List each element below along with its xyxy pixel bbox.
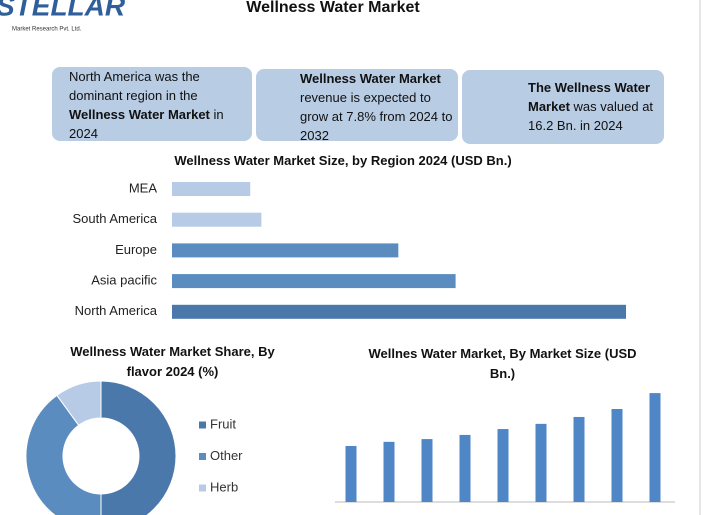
bar	[611, 409, 623, 502]
logo-tagline: Market Research Pvt. Ltd.	[12, 27, 82, 33]
info-card: Wellness Water Market revenue is expecte…	[256, 69, 458, 143]
bar	[649, 393, 661, 502]
bar	[535, 423, 547, 502]
legend-label: Other	[210, 448, 243, 463]
bar	[172, 212, 262, 227]
info-card: North America was the dominant region in…	[52, 67, 252, 141]
card-text-bold: Wellness Water Market	[69, 107, 210, 122]
y-tick-label: North America	[75, 303, 158, 318]
bar	[172, 304, 627, 319]
y-tick-label: Europe	[115, 242, 157, 257]
card-text-bold: The Wellness Water Market	[528, 80, 651, 114]
card-text: in 2024	[69, 107, 224, 141]
donut-slice	[56, 380, 102, 426]
bar	[421, 439, 433, 502]
y-tick-label: MEA	[129, 180, 158, 195]
donut-slice	[25, 394, 102, 515]
donut-slice	[100, 380, 177, 515]
bar	[383, 441, 395, 502]
legend-swatch	[199, 453, 206, 460]
bar	[497, 429, 509, 502]
bar	[345, 445, 357, 502]
bar	[172, 243, 399, 258]
bar	[459, 434, 471, 502]
legend-label: Fruit	[210, 416, 236, 431]
card-text: was valued at 16.2 Bn. in 2024	[528, 99, 654, 133]
card-text: revenue is expected to grow at 7.8% from…	[300, 90, 453, 143]
bar	[172, 274, 456, 289]
bar	[172, 182, 251, 196]
card-text-bold: Wellness Water Market	[300, 71, 441, 86]
logo: STELLAR	[0, 0, 126, 21]
chart-title: Wellness Water Market Size, by Region 20…	[174, 153, 512, 168]
legend-swatch	[199, 421, 206, 429]
page-title: Wellness Water Market	[246, 0, 420, 16]
legend-swatch	[199, 484, 206, 492]
y-tick-label: Asia pacific	[91, 273, 157, 288]
legend-label: Herb	[210, 479, 238, 494]
bar	[573, 416, 585, 502]
card-text: North America was the dominant region in…	[69, 69, 200, 103]
info-card: The Wellness Water Market was valued at …	[462, 70, 664, 144]
chart-title: Wellness Water Market Share, By flavor 2…	[70, 344, 275, 379]
chart-title: Wellnes Water Market, By Market Size (US…	[368, 346, 637, 381]
y-tick-label: South America	[72, 211, 157, 226]
